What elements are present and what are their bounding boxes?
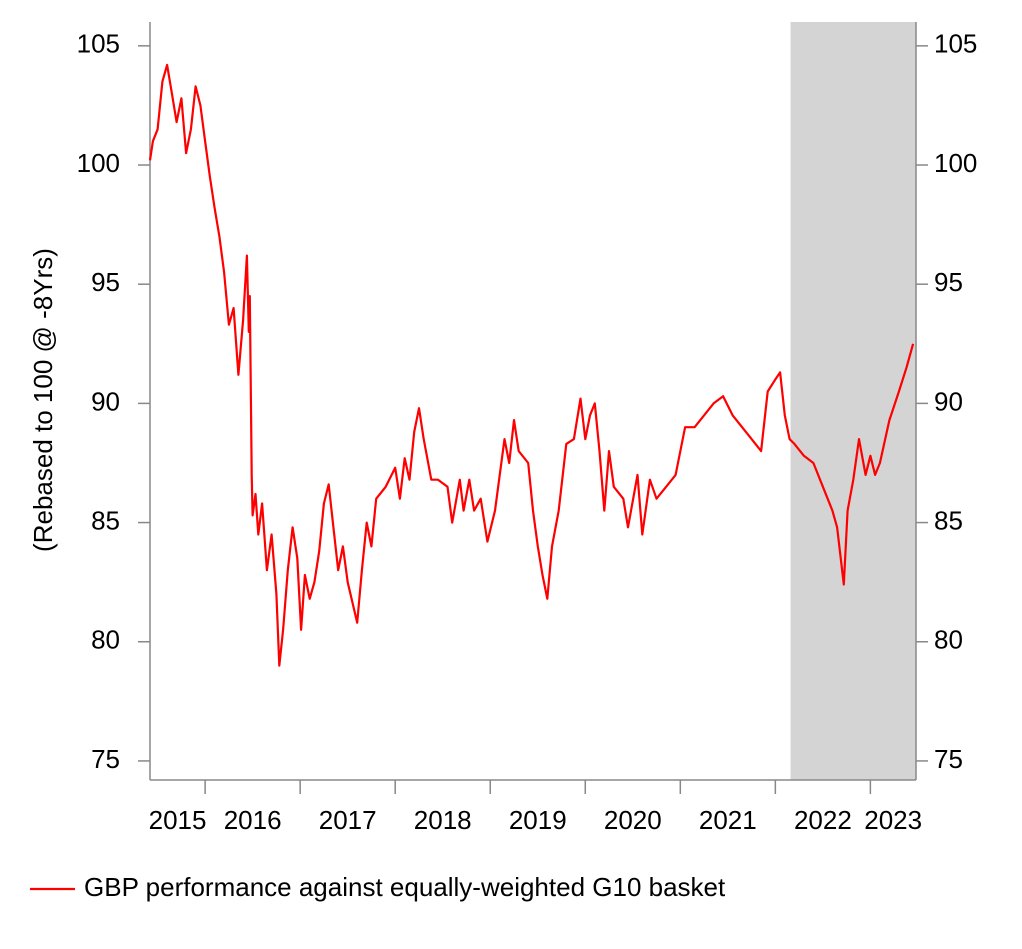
- x-tick-label: 2021: [699, 805, 757, 835]
- x-tick-label: 2023: [864, 805, 922, 835]
- y-tick-label: 75: [91, 744, 120, 774]
- shaded-region: [790, 22, 916, 780]
- y-tick-label: 105: [77, 29, 120, 59]
- y2-tick-label: 80: [934, 625, 963, 655]
- x-tick-label: 2020: [604, 805, 662, 835]
- y2-tick-label: 105: [934, 29, 977, 59]
- x-tick-label: 2017: [319, 805, 377, 835]
- x-tick-label: 2022: [794, 805, 852, 835]
- line-series: [148, 63, 915, 667]
- x-tick-label: 2019: [509, 805, 567, 835]
- y-tick-label: 85: [91, 505, 120, 535]
- legend-label: GBP performance against equally-weighted…: [84, 872, 726, 902]
- x-tick-label: 2015: [149, 805, 207, 835]
- y2-tick-label: 85: [934, 505, 963, 535]
- x-tick-label: 2016: [224, 805, 282, 835]
- y2-tick-label: 90: [934, 386, 963, 416]
- y-tick-label: 80: [91, 625, 120, 655]
- y2-tick-label: 75: [934, 744, 963, 774]
- y-tick-label: 90: [91, 386, 120, 416]
- y-tick-label: 95: [91, 267, 120, 297]
- y-axis-label: (Rebased to 100 @ -8Yrs): [28, 248, 58, 552]
- y2-tick-label: 95: [934, 267, 963, 297]
- y-tick-label: 100: [77, 148, 120, 178]
- x-tick-label: 2018: [414, 805, 472, 835]
- y2-tick-label: 100: [934, 148, 977, 178]
